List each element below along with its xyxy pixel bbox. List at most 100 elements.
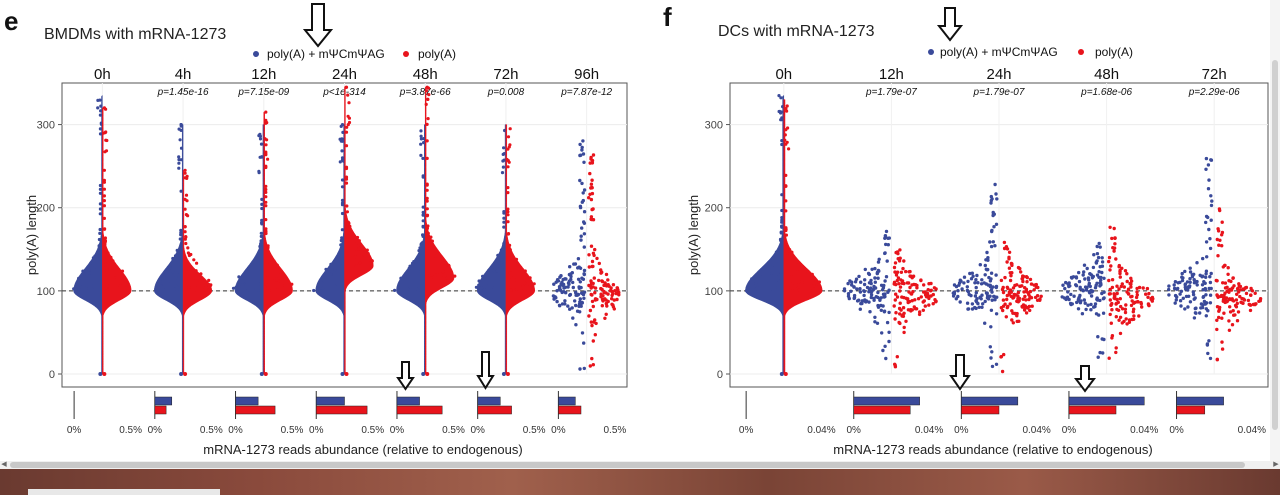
data-point [178, 270, 182, 274]
data-point [784, 173, 788, 177]
data-point [1209, 203, 1214, 208]
data-point [105, 138, 109, 143]
data-point [587, 253, 591, 257]
data-point [582, 296, 586, 300]
data-point [559, 274, 563, 278]
data-point [483, 276, 487, 280]
data-point [1209, 158, 1214, 162]
data-point [999, 278, 1004, 283]
data-point [810, 284, 814, 288]
data-point [562, 286, 566, 290]
data-point [988, 345, 992, 349]
data-point [551, 294, 556, 298]
data-point [1244, 285, 1249, 290]
taskbar-item[interactable] [28, 489, 220, 495]
horizontal-scroll-thumb[interactable] [10, 462, 1245, 468]
data-point [879, 303, 883, 308]
vertical-scrollbar[interactable] [1270, 0, 1280, 461]
scroll-right-arrow-icon[interactable]: ▶ [1273, 461, 1279, 468]
data-point [493, 286, 497, 290]
data-point [552, 282, 556, 286]
data-point [258, 244, 262, 249]
data-point [588, 192, 592, 196]
data-point [340, 261, 344, 265]
data-point [590, 264, 594, 269]
data-point [979, 297, 983, 301]
data-point [564, 277, 568, 281]
data-point [762, 267, 766, 271]
data-point [1016, 265, 1021, 270]
data-point [264, 231, 268, 236]
data-point [502, 225, 506, 229]
data-point [923, 304, 927, 308]
data-point [183, 372, 188, 376]
data-point [917, 312, 922, 317]
data-point [1240, 301, 1244, 305]
data-point [1132, 307, 1136, 311]
data-point [589, 320, 593, 324]
data-point [590, 259, 595, 264]
timepoint-label: 12h [879, 66, 904, 83]
data-point [355, 235, 360, 240]
data-point [184, 241, 188, 246]
data-point [966, 307, 971, 311]
down-arrow-icon [302, 3, 334, 48]
data-point [344, 144, 349, 148]
data-point [1223, 286, 1228, 290]
data-point [110, 264, 114, 268]
data-point [780, 225, 784, 229]
data-point [563, 299, 567, 303]
data-point [982, 281, 986, 285]
data-point [899, 270, 904, 274]
data-point [1183, 269, 1187, 274]
data-point [785, 244, 789, 248]
data-point [588, 161, 592, 165]
data-point [965, 301, 970, 305]
timepoint-label: 48h [1094, 66, 1119, 83]
data-point [581, 191, 585, 195]
violin-half-modified [73, 94, 103, 375]
data-point [481, 280, 485, 284]
data-point [1003, 302, 1007, 306]
data-point [344, 181, 349, 185]
data-point [1085, 266, 1089, 271]
data-point [784, 227, 788, 231]
data-point [985, 296, 990, 300]
data-point [408, 288, 413, 292]
data-point [989, 325, 993, 329]
data-point [1226, 272, 1230, 276]
data-point [502, 158, 506, 162]
data-point [1032, 288, 1036, 292]
data-point [1258, 297, 1263, 301]
scroll-left-arrow-icon[interactable]: ◀ [1, 461, 7, 468]
data-point [1107, 278, 1111, 283]
data-point [990, 364, 995, 369]
data-point [923, 293, 928, 297]
horizontal-scrollbar[interactable]: ◀ ▶ [0, 461, 1280, 469]
data-point [609, 288, 613, 293]
data-point [104, 286, 108, 290]
vertical-scroll-thumb[interactable] [1272, 60, 1278, 430]
data-point [185, 199, 189, 203]
data-point [877, 257, 881, 261]
abundance-bar-modified [396, 396, 420, 406]
data-point [817, 280, 822, 284]
data-point [1186, 305, 1190, 309]
data-point [589, 155, 593, 160]
data-point [988, 240, 992, 244]
data-point [904, 269, 908, 274]
abundance-tick-label: 0% [1169, 425, 1184, 436]
data-point [1244, 291, 1249, 296]
timepoint-label: 24h [986, 66, 1011, 83]
data-point [885, 259, 889, 263]
data-point [1022, 308, 1027, 312]
data-point [1083, 301, 1087, 305]
data-point [1119, 284, 1124, 289]
data-point [863, 278, 867, 282]
data-point [345, 238, 349, 242]
data-point [591, 304, 595, 309]
data-point [266, 157, 270, 161]
abundance-tick-label: 0% [67, 425, 82, 436]
data-point [991, 285, 995, 289]
data-point [1180, 278, 1185, 283]
